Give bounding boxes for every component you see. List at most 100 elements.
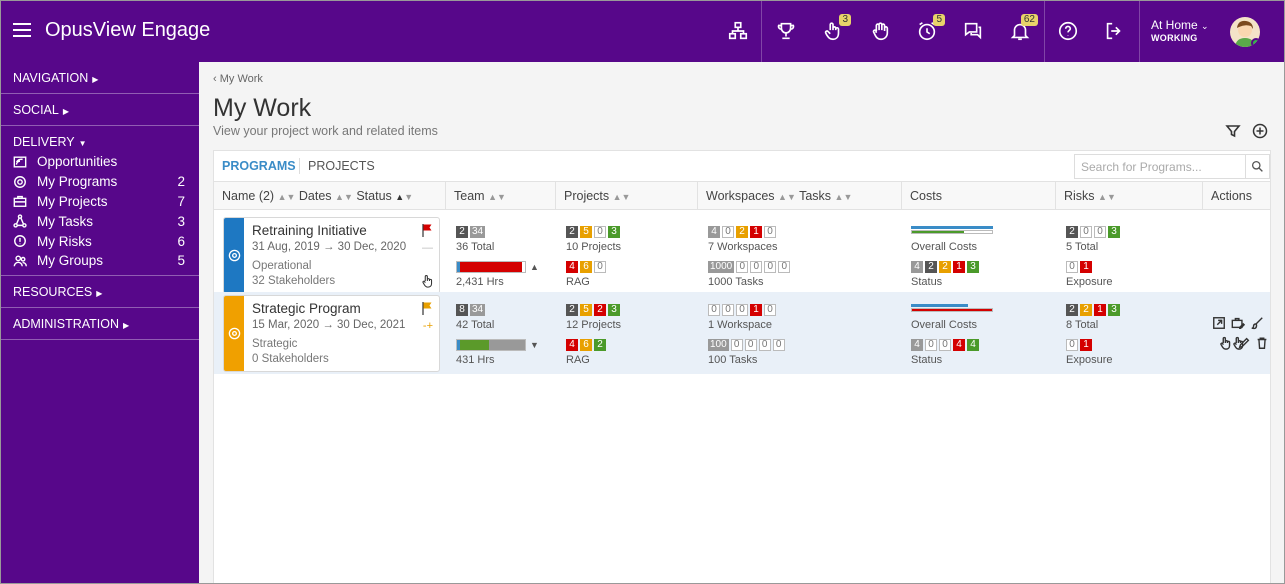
sidebar-item-my-programs[interactable]: My Programs 2 [1,172,199,192]
hand-pointer-icon[interactable] [420,274,434,288]
count-chip: 6 [580,261,592,273]
column-header-team[interactable]: Team ▲▼ [446,182,556,210]
sidebar-section-label: NAVIGATION [13,71,89,85]
column-header-projects[interactable]: Projects ▲▼ [556,182,698,210]
chevron-down-icon: ⌄ [1201,21,1209,31]
program-dates: 31 Aug, 2019 → 30 Dec, 2020 [252,241,407,253]
sidebar-item-my-risks[interactable]: My Risks 6 [1,231,199,251]
program-type-strip [224,218,244,293]
team-hours-fill [460,340,489,350]
sidebar-section-social[interactable]: SOCIAL ▶ [1,94,199,126]
program-card[interactable]: Retraining Initiative 31 Aug, 2019 → 30 … [223,217,440,294]
count-chip: 3 [1108,304,1120,316]
raised-hand-icon[interactable] [867,17,893,45]
sidebar-section-administration[interactable]: ADMINISTRATION ▶ [1,308,199,340]
sidebar-item-label: My Programs [37,174,118,190]
task-count: 100 Tasks [708,354,758,366]
team-hours-fill [460,262,522,272]
team-trend-arrow: ▼ [530,340,539,350]
column-label: Projects [564,189,610,203]
sidebar-item-label: My Risks [37,233,92,249]
column-label: Team [454,189,485,203]
count-chip: 2 [566,226,578,238]
program-type: Operational [252,260,312,272]
table-row[interactable]: Strategic Program 15 Mar, 2020 → 30 Dec,… [214,292,1270,374]
brush-icon[interactable] [1250,316,1264,330]
trophy-icon[interactable] [773,17,799,45]
sidebar-item-my-tasks[interactable]: My Tasks 3 [1,211,199,231]
column-label: Status [356,189,392,203]
timer-icon[interactable]: 5 [914,14,945,45]
projects-count: 10 Projects [566,241,622,253]
sidebar-item-opportunities[interactable]: Opportunities [1,152,199,172]
briefcase-edit-icon[interactable] [1231,316,1246,330]
count-chip: 0 [764,226,776,238]
sidebar-item-my-projects[interactable]: My Projects 7 [1,192,199,212]
help-icon[interactable] [1055,17,1081,45]
column-label: Tasks [799,189,832,203]
sort-icon: ▲▼ [488,192,506,202]
presence-state-label: WORKING [1151,33,1198,43]
workspace-count: 1 Workspace [708,319,772,331]
sidebar-section-label: DELIVERY [13,135,75,149]
pencil-icon[interactable] [1237,336,1251,350]
trend-indicator: -+ [422,320,433,332]
rag-label: RAG [566,276,590,288]
search-icon[interactable] [1245,155,1269,178]
programs-panel: PROGRAMS PROJECTS Name (2) ▲▼ Dates ▲▼ S… [213,150,1272,583]
column-label: Risks [1064,189,1095,203]
count-chip: 2 [925,261,937,273]
sort-icon: ▲▼ [1098,192,1116,202]
app-title: OpusView Engage [45,19,211,41]
menu-icon[interactable] [13,23,31,37]
count-chip: 4 [566,261,578,273]
hand-pointer-icon[interactable]: 3 [820,14,851,45]
bell-icon[interactable]: 62 [1007,14,1038,45]
presence-status-dropdown[interactable]: At Home ⌄ WORKING [1151,19,1209,44]
opportunities-icon [13,155,31,169]
sidebar-section-resources[interactable]: RESOURCES ▶ [1,276,199,308]
program-name[interactable]: Strategic Program [252,301,361,316]
trash-icon[interactable] [1255,336,1269,350]
sidebar-section-label: SOCIAL [13,103,59,117]
sidebar-section-delivery[interactable]: DELIVERY ▼ [1,126,199,152]
program-card[interactable]: Strategic Program 15 Mar, 2020 → 30 Dec,… [223,295,440,372]
sidebar-section-navigation[interactable]: NAVIGATION ▶ [1,62,199,94]
add-circle-icon[interactable] [1252,123,1268,139]
breadcrumb[interactable]: ‹ My Work [213,73,263,85]
cost-actual-track [911,230,993,234]
avatar[interactable] [1230,17,1260,47]
status-label: Status [911,354,943,366]
sidebar-item-label: My Projects [37,193,108,209]
logout-icon[interactable] [1101,17,1127,45]
open-external-icon[interactable] [1212,316,1226,330]
hand-pointer-icon[interactable] [1218,336,1232,350]
table-row[interactable]: Retraining Initiative 31 Aug, 2019 → 30 … [214,210,1270,294]
column-header-costs[interactable]: Costs [902,182,1056,210]
column-label: Costs [910,189,942,203]
team-chips: 8 34 [456,304,487,316]
org-chart-icon[interactable] [725,17,751,45]
column-header-workspaces[interactable]: Workspaces ▲▼ Tasks ▲▼ [698,182,902,210]
column-header-risks[interactable]: Risks ▲▼ [1056,182,1203,210]
count-chip: 2 [456,226,468,238]
cost-actual-track [911,308,993,312]
count-chip: 2 [1066,304,1078,316]
program-name[interactable]: Retraining Initiative [252,223,367,238]
online-indicator [1251,38,1260,47]
count-chip: 2 [939,261,951,273]
count-chip: 2 [736,226,748,238]
sidebar-item-my-groups[interactable]: My Groups 5 [1,251,199,271]
costs-label: Overall Costs [911,241,978,253]
column-header-name[interactable]: Name (2) ▲▼ Dates ▲▼ Status ▲▼ [214,182,446,210]
sidebar-item-count: 2 [177,174,185,190]
alert-circle-icon [13,234,31,248]
tab-projects[interactable]: PROJECTS [308,159,375,173]
search-input[interactable] [1075,155,1247,178]
tab-programs[interactable]: PROGRAMS [222,159,296,173]
filter-icon[interactable] [1225,123,1241,139]
chat-icon[interactable] [960,17,986,45]
column-header-actions: Actions [1203,182,1272,210]
